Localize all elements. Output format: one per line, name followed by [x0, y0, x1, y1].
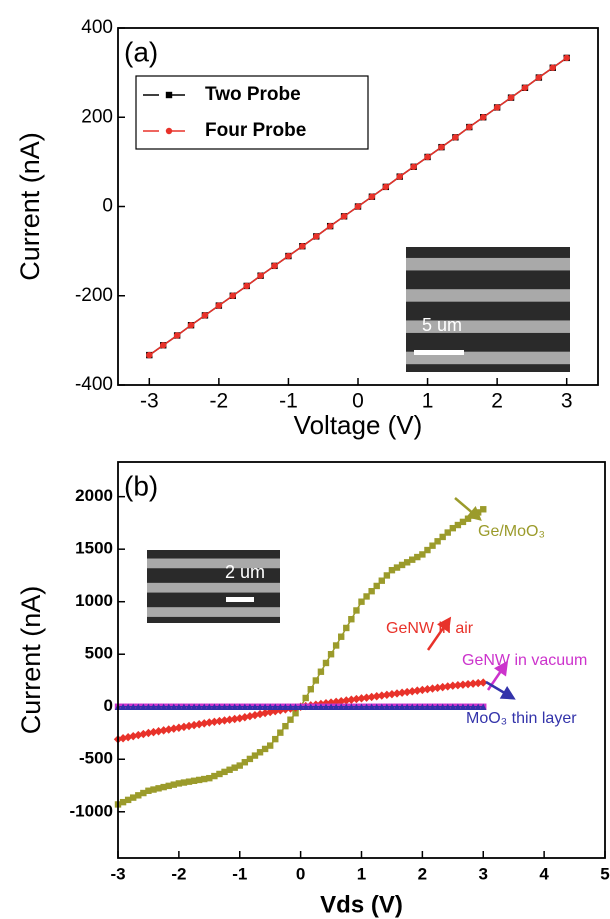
panel-label: (b)	[124, 470, 158, 501]
x-tick-label: -2	[210, 390, 229, 413]
data-point	[397, 173, 403, 179]
data-point	[383, 184, 389, 190]
series-label: Ge/MoO₃	[478, 523, 545, 540]
line-marker	[287, 716, 293, 722]
data-point	[424, 154, 430, 160]
inset-stripe	[147, 607, 280, 617]
y-tick-label: 0	[102, 196, 113, 217]
data-point	[216, 302, 222, 308]
y-tick-label: -200	[75, 285, 113, 306]
y-tick-label: 500	[85, 644, 113, 663]
y-tick-label: 1500	[75, 539, 113, 558]
y-tick-label: -500	[79, 749, 113, 768]
x-tick-label: -3	[140, 390, 159, 413]
data-point	[522, 85, 528, 91]
y-axis-label: Current (nA)	[15, 132, 45, 281]
legend-marker	[166, 128, 172, 134]
data-point	[299, 243, 305, 249]
data-point	[271, 263, 277, 269]
line-marker	[318, 669, 324, 675]
line-marker	[282, 723, 288, 729]
data-point	[327, 223, 333, 229]
y-tick-label: 1000	[75, 591, 113, 610]
x-tick-label: 3	[479, 864, 488, 883]
y-tick-label: 0	[104, 696, 113, 715]
data-point	[146, 352, 152, 358]
y-tick-label: -1000	[70, 801, 113, 820]
data-point	[257, 272, 263, 278]
data-point	[230, 293, 236, 299]
line-marker	[348, 616, 354, 622]
data-point	[355, 203, 361, 209]
line-marker	[308, 686, 314, 692]
inset-stripe	[406, 289, 570, 302]
data-point	[285, 253, 291, 259]
x-tick-label: -2	[171, 864, 186, 883]
data-point	[313, 233, 319, 239]
y-tick-label: -400	[75, 374, 113, 395]
line-marker	[313, 677, 319, 683]
data-point	[202, 312, 208, 318]
data-point	[341, 213, 347, 219]
inset-scale-bar	[226, 597, 254, 602]
line-marker	[302, 695, 308, 701]
panel-label: (a)	[124, 36, 158, 67]
inset-scale-label: 5 um	[422, 315, 462, 335]
y-axis-label: Current (nA)	[16, 586, 46, 735]
line-marker	[343, 625, 349, 631]
x-tick-label: 4	[539, 864, 549, 883]
data-point	[243, 283, 249, 289]
y-tick-label: 400	[81, 17, 113, 38]
data-point	[328, 651, 334, 657]
x-tick-label: 2	[418, 864, 427, 883]
x-tick-label: 5	[600, 864, 609, 883]
x-tick-label: -1	[232, 864, 247, 883]
data-point	[160, 342, 166, 348]
line-marker	[338, 634, 344, 640]
data-point	[369, 193, 375, 199]
data-point	[174, 332, 180, 338]
data-point	[480, 114, 486, 120]
line-marker	[353, 607, 359, 613]
line-marker	[323, 660, 329, 666]
series-label: MoO₃ thin layer	[466, 710, 577, 727]
inset-scale-bar	[414, 350, 464, 355]
x-tick-label: 1	[422, 390, 434, 413]
line-marker	[277, 729, 283, 735]
data-point	[466, 124, 472, 130]
data-point	[188, 322, 194, 328]
series-label: GeNW in vacuum	[462, 652, 587, 669]
legend-label: Four Probe	[205, 120, 306, 141]
data-point	[480, 506, 486, 512]
y-tick-label: 2000	[75, 486, 113, 505]
series-label: GeNW in air	[386, 620, 474, 637]
inset-scale-label: 2 um	[225, 562, 265, 582]
x-tick-label: 2	[491, 390, 503, 413]
data-point	[508, 94, 514, 100]
line-marker	[272, 736, 278, 742]
x-tick-label: -3	[110, 864, 125, 883]
data-point	[410, 164, 416, 170]
x-tick-label: 3	[561, 390, 573, 413]
data-point	[438, 144, 444, 150]
data-point	[550, 65, 556, 71]
data-point	[267, 742, 273, 748]
inset-stripe	[147, 583, 280, 593]
y-tick-label: 200	[81, 106, 113, 127]
legend-marker	[166, 92, 172, 98]
figure: -400 -200 0 200 400 -3 -2 -1 0 1 2 3 Voltage (V) Curr…	[0, 0, 610, 919]
x-tick-label: 0	[296, 864, 305, 883]
legend-label: Two Probe	[205, 84, 301, 105]
x-tick-label: 1	[357, 864, 366, 883]
data-point	[494, 104, 500, 110]
data-point	[452, 134, 458, 140]
inset-stripe	[406, 258, 570, 271]
line-marker	[333, 642, 339, 648]
x-axis-label: Voltage (V)	[294, 410, 423, 440]
data-point	[563, 55, 569, 61]
data-point	[536, 74, 542, 80]
x-axis-label: Vds (V)	[320, 891, 403, 918]
